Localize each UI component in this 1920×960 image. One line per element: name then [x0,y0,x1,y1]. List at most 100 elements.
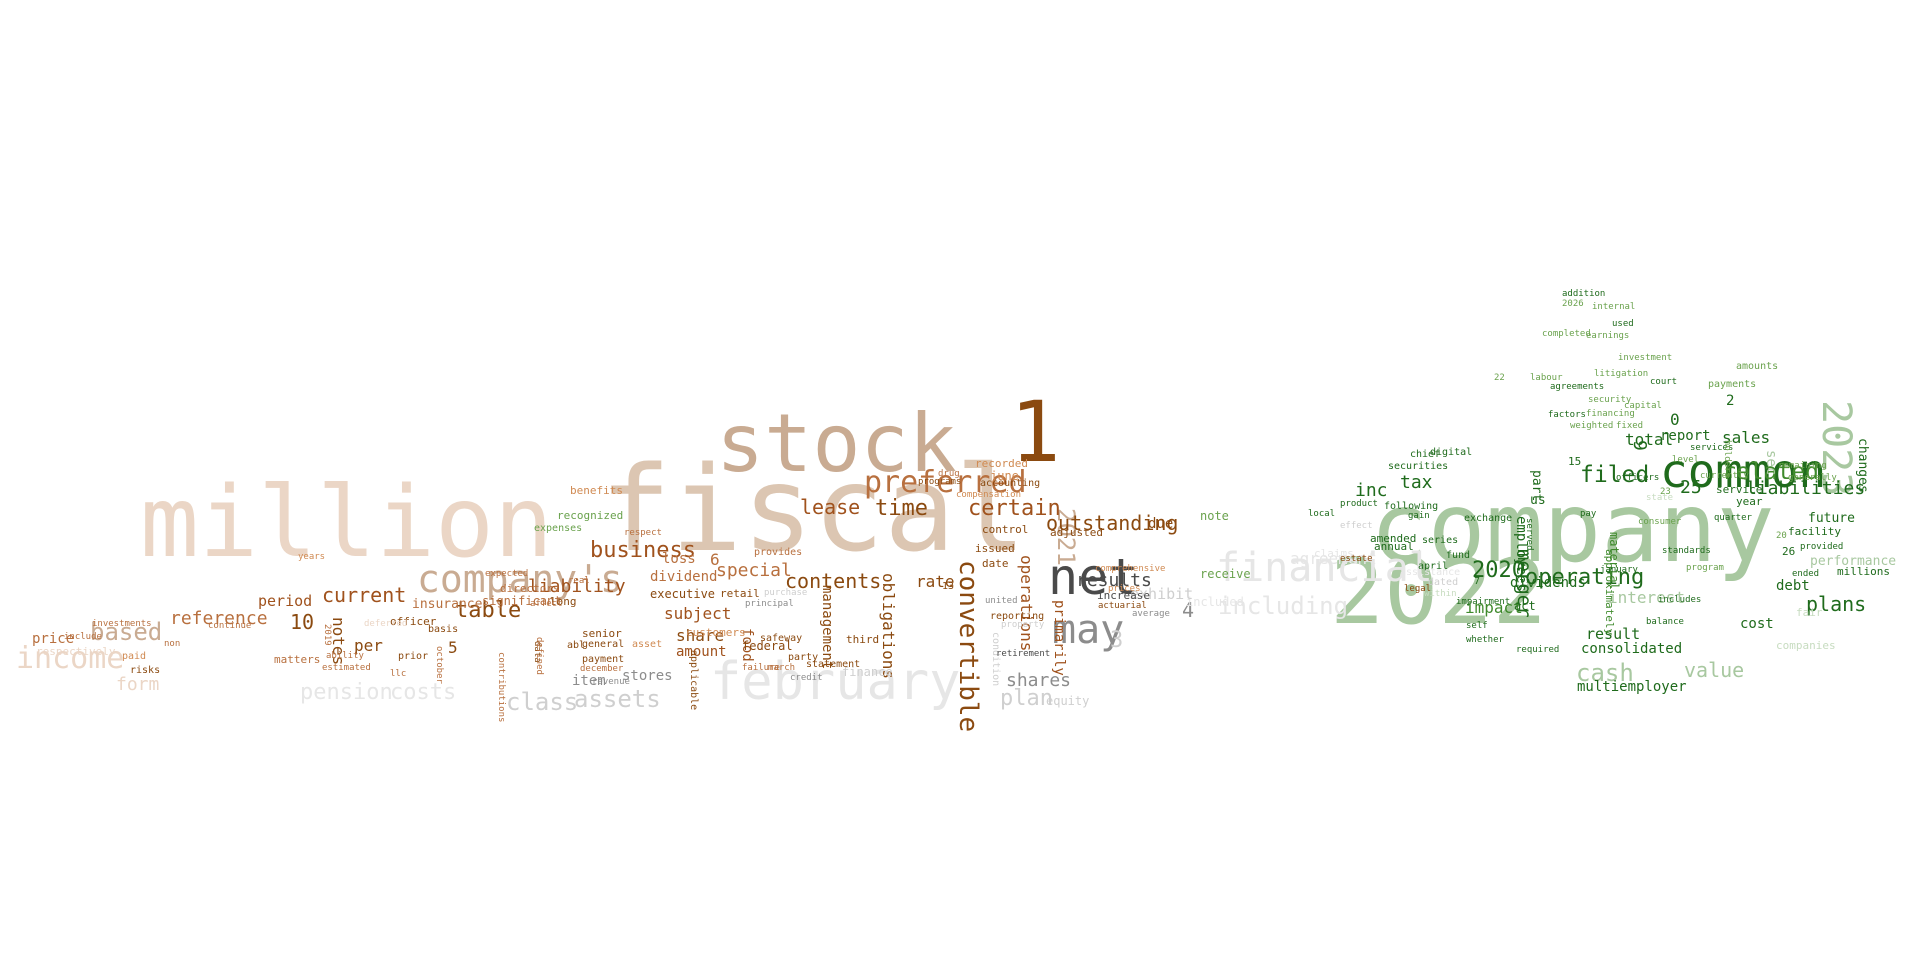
word-effect: effect [1340,521,1373,531]
word-balance: balance [1646,617,1684,627]
word-certain: certain [968,496,1061,521]
word-respectively: respectively [36,645,116,658]
word-common: common [1660,444,1827,498]
word-officers: officers [1616,473,1660,483]
word-total: total [1625,430,1674,449]
word-notes: notes [329,617,348,666]
word-26: 26 [1782,545,1796,558]
word-stores: stores [622,668,673,684]
word-current: current [322,583,407,607]
word-company: company [1370,472,1775,584]
word-9: 9 [1629,440,1650,451]
word-condition: condition [990,632,1001,687]
word-actuarial: actuarial [1098,601,1147,611]
word-6: 6 [710,550,720,569]
word-continue: continue [208,621,252,631]
word-special: special [716,560,792,581]
word-dividend: dividend [650,569,718,585]
word-rate: rate [916,572,955,591]
word-future: future [1808,511,1855,526]
word-earnings: earnings [1586,331,1630,341]
word-december: december [580,664,624,674]
word-provides: provides [754,547,803,558]
word-credit: credit [790,673,823,683]
word-control: control [982,523,1029,536]
word-item: item [572,673,606,689]
word-multiemployer: multiemployer [1577,679,1687,695]
word-comprehensive: comprehensive [1095,564,1166,574]
word-impairment: impairment [1456,597,1511,607]
word-act: act [1514,599,1536,613]
word-llc: llc [390,669,407,679]
word-sales: sales [1722,428,1771,447]
word-factors: factors [1548,410,1586,420]
word-related: related [1722,459,1819,485]
word-assets: assets [574,685,661,713]
word-applicable: applicable [688,650,699,711]
word-report: report [1660,428,1711,444]
word-changes: changes [1855,438,1870,493]
word-deferred: deferred [364,619,408,629]
word-officer: officer [390,615,437,628]
word-paid: paid [122,651,147,662]
word-inc: inc [1355,480,1388,501]
word-retail: retail [720,587,760,600]
word-based: based [90,618,163,646]
word-contents: contents [785,569,882,593]
word-7: 7 [1474,576,1481,587]
word-including: including [1218,592,1349,620]
word-used: used [1612,319,1634,329]
word-local: local [1308,509,1336,519]
word-matters: matters [274,653,321,666]
word-per: per [354,636,383,655]
word-capital: capital [1624,401,1662,411]
word-generally: generally [1788,473,1837,483]
word-13: 13 [942,581,955,592]
word-lease: lease [800,495,861,519]
word-retirement: retirement [996,649,1051,659]
word-prior: prior [398,651,429,662]
word-failure: failure [742,663,780,673]
word-purchase: purchase [764,588,808,598]
word-general: general [582,639,625,650]
word-tax: tax [1400,472,1433,493]
word-receive: receive [1200,567,1251,581]
word-income: income [16,641,125,676]
word-dividends: dividends [1510,575,1586,591]
word-april: april [1418,561,1449,572]
word-february: february [710,652,961,712]
word-payment: payment [582,654,625,665]
word-real: real [568,576,590,586]
word-march: march [768,663,796,673]
word-2026: 2026 [1562,299,1584,309]
word-federal: federal [742,639,793,653]
word-statement: statement [806,659,861,670]
word-result: result [1586,625,1641,643]
word-compensation: compensation [956,490,1022,500]
word-asset: asset [632,639,663,650]
word-ended: ended [1792,569,1820,579]
word-program: program [1686,563,1724,573]
word-cash: cash [1576,659,1634,687]
word-reference: reference [170,608,268,629]
word-us: us [1530,493,1546,508]
word-addition: addition [1562,289,1606,299]
word-served: served [1524,518,1534,551]
word-state: state [1646,493,1674,503]
word-data: data [532,641,542,663]
word-merger: merger [1513,549,1535,618]
word-employees: employees [1513,516,1529,592]
word-drug: drug [938,469,960,479]
word-class: class [506,688,579,716]
word-form: form [116,674,160,695]
word-results: results [1076,570,1152,591]
word-2020: 2020 [1472,558,1525,583]
word-recorded: recorded [975,457,1028,470]
word-claims: claims [1314,547,1354,560]
word-remaining: remaining [1778,461,1827,471]
word-costs: costs [390,680,457,705]
word-note: note [1200,509,1229,523]
word-series: series [1422,535,1459,546]
word-0: 0 [1670,410,1680,429]
word-22: 22 [1494,373,1505,383]
